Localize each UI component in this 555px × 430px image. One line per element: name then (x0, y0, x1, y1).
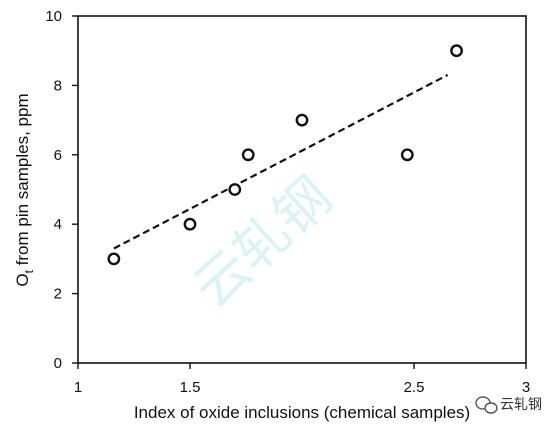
y-tick-label: 8 (54, 77, 62, 94)
x-tick-label: 1 (74, 379, 82, 396)
y-axis-label-sub: t (22, 269, 36, 273)
x-axis-label: Index of oxide inclusions (chemical samp… (134, 403, 470, 422)
y-tick-label: 4 (54, 216, 62, 233)
y-axis-label: Ot from pin samples, ppm (13, 93, 36, 286)
y-axis-label-rest: from pin samples, ppm (13, 93, 32, 270)
corner-watermark-text: 云轧钢 (500, 397, 542, 413)
y-axis-ticks: 0 2 4 6 8 10 (45, 8, 78, 372)
y-axis-label-main: O (13, 273, 32, 286)
data-point (295, 113, 309, 127)
y-tick-label: 10 (45, 8, 62, 25)
y-tick-label: 6 (54, 147, 62, 164)
y-tick-label: 2 (54, 286, 62, 303)
plot-area (77, 15, 527, 364)
data-point (107, 252, 121, 266)
trendline (113, 74, 449, 250)
data-points (107, 44, 463, 266)
data-point (228, 183, 242, 196)
diagonal-watermark-text: 云轧钢 (181, 165, 344, 320)
diagonal-watermark: 云轧钢 (181, 165, 344, 320)
x-tick-label: 3 (522, 379, 530, 396)
y-tick-label: 0 (54, 355, 62, 372)
data-point (183, 217, 197, 231)
x-tick-label: 2.5 (404, 379, 425, 396)
data-point (241, 148, 255, 162)
data-point (450, 44, 463, 58)
corner-watermark: 云轧钢 (475, 396, 542, 414)
x-axis-ticks: 1 1.5 2.5 3 (74, 363, 530, 396)
wechat-icon (475, 396, 498, 414)
x-tick-label: 1.5 (180, 379, 201, 396)
data-point (400, 148, 414, 162)
